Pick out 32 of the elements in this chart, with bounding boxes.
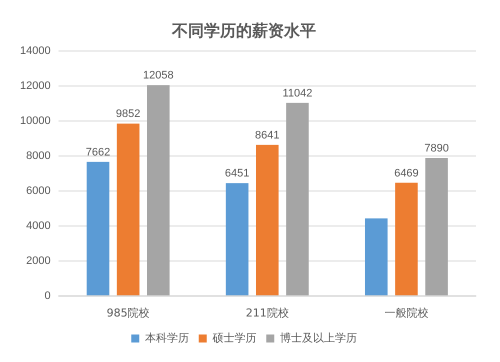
bar — [286, 102, 309, 296]
bar — [364, 218, 388, 296]
legend-label: 本科学历 — [144, 331, 189, 344]
data-label: 7662 — [86, 146, 110, 158]
bar — [147, 85, 170, 296]
bar — [425, 158, 448, 296]
data-label: 7890 — [424, 142, 449, 154]
y-tick-label: 12000 — [20, 80, 51, 92]
bar — [116, 124, 140, 296]
bar — [395, 182, 418, 296]
bar — [256, 144, 279, 296]
legend-label: 博士及以上学历 — [280, 331, 357, 344]
y-tick-label: 4000 — [26, 220, 51, 232]
y-tick-label: 6000 — [26, 185, 51, 198]
data-label: 9852 — [116, 108, 140, 120]
bar — [226, 183, 248, 296]
legend-label: 硕士学历 — [211, 331, 256, 344]
x-tick-label: 985院校 — [106, 306, 150, 320]
y-tick-label: 10000 — [20, 115, 51, 128]
data-label: 6469 — [394, 167, 419, 180]
y-tick-label: 14000 — [20, 45, 51, 58]
chart-title: 不同学历的薪资水平 — [171, 20, 316, 40]
y-tick-label: 2000 — [26, 254, 51, 267]
data-label: 12058 — [143, 70, 174, 82]
data-label: 8641 — [255, 129, 280, 142]
bar — [86, 162, 110, 296]
y-tick-label: 0 — [44, 290, 51, 302]
y-tick-label: 8000 — [26, 150, 51, 162]
x-tick-label: 一般院校 — [384, 306, 428, 320]
data-label: 11042 — [282, 87, 312, 100]
data-label: 6451 — [224, 168, 250, 180]
x-tick-label: 211院校 — [246, 306, 289, 320]
